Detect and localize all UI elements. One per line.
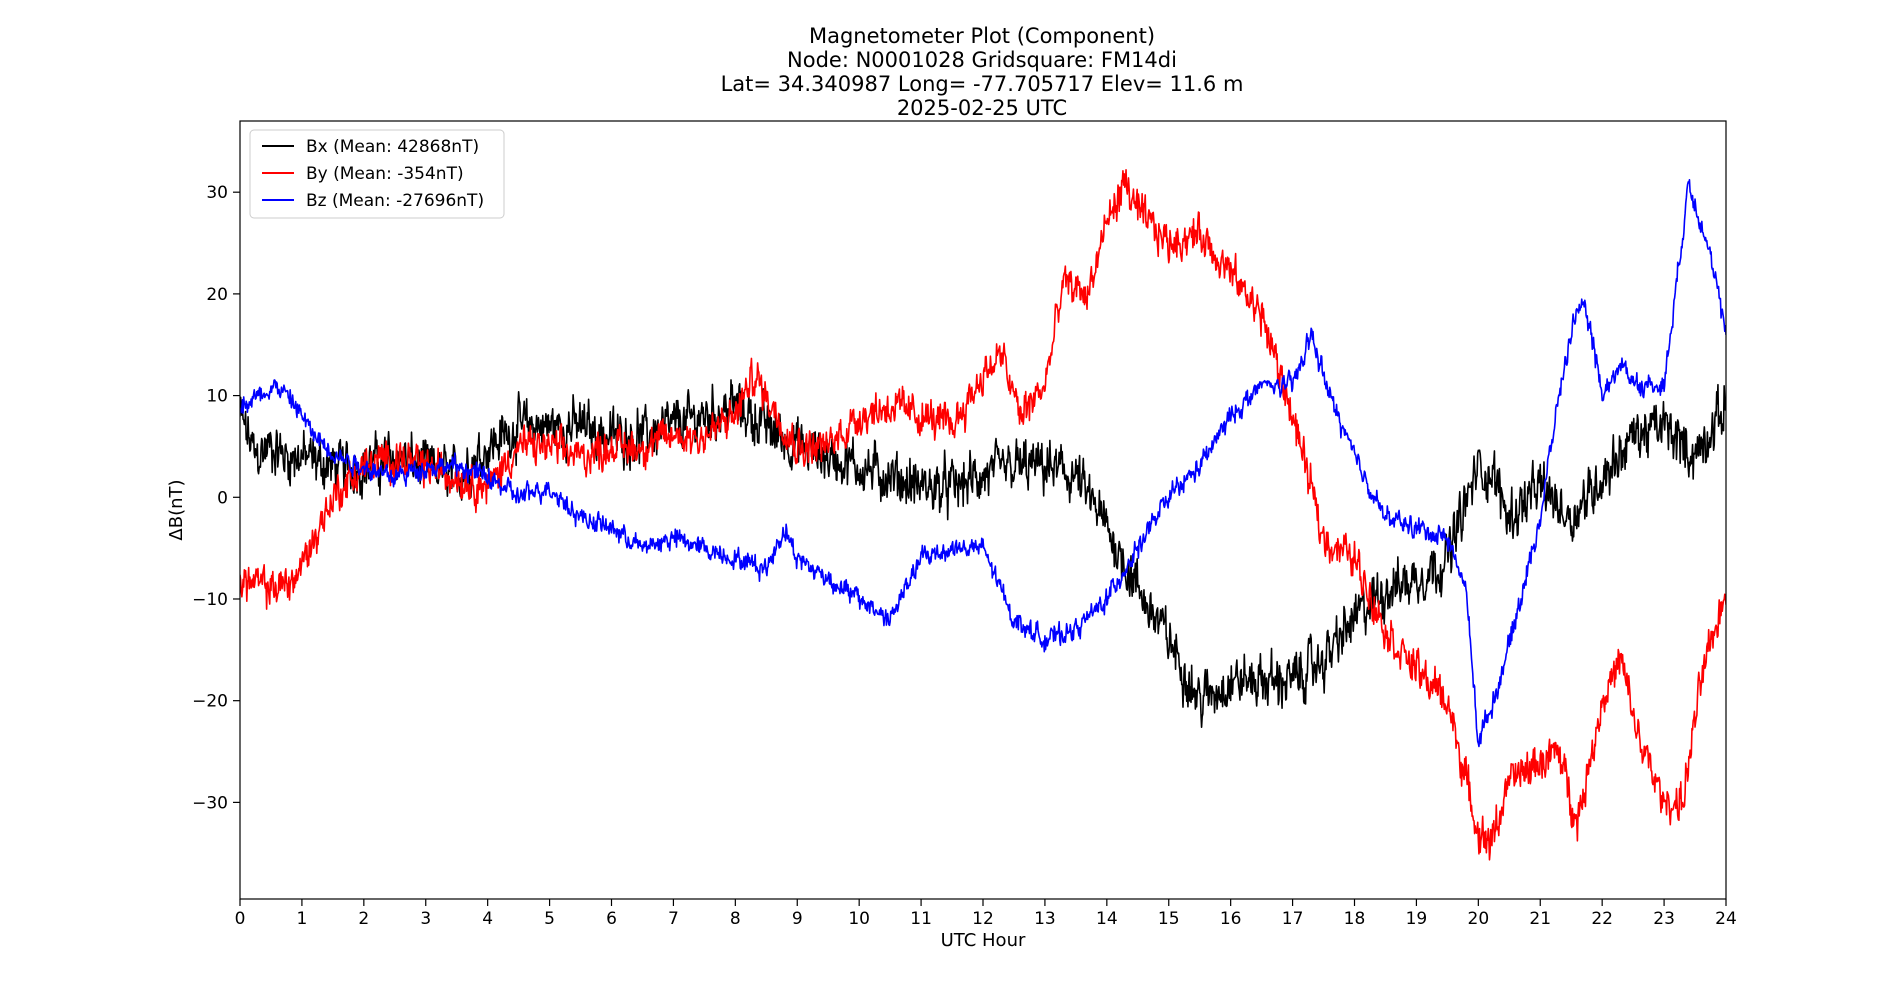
title-line-1: Magnetometer Plot (Component) [809, 24, 1155, 48]
x-tick-label: 17 [1282, 909, 1304, 929]
plot-area-frame [239, 120, 1727, 900]
x-tick-label: 12 [972, 909, 994, 929]
legend-label-bx: Bx (Mean: 42868nT) [306, 137, 479, 157]
legend-label-bz: Bz (Mean: -27696nT) [306, 191, 484, 211]
x-tick-label: 1 [297, 909, 308, 929]
x-tick-label: 5 [544, 909, 555, 929]
series-line-by [240, 169, 1726, 861]
x-axis-ticks: 0 1 2 3 4 5 6 7 8 9 10 11 12 13 14 15 16 17 18 19 20 21 22 23 24 [235, 899, 1737, 929]
x-tick-label: 13 [1034, 909, 1056, 929]
chart-title: Magnetometer Plot (Component) Node: N000… [721, 24, 1244, 120]
x-tick-label: 7 [668, 909, 679, 929]
title-line-3: Lat= 34.340987 Long= -77.705717 Elev= 11… [721, 72, 1244, 96]
x-tick-label: 3 [420, 909, 431, 929]
title-line-4: 2025-02-25 UTC [897, 96, 1067, 120]
y-tick-label: −20 [192, 692, 228, 712]
x-tick-label: 23 [1653, 909, 1675, 929]
y-axis-ticks: −30 −20 −10 0 10 20 30 [192, 183, 240, 813]
y-axis-label: ΔB(nT) [166, 479, 187, 540]
y-tick-label: 0 [217, 488, 228, 508]
x-tick-label: 6 [606, 909, 617, 929]
x-tick-label: 4 [482, 909, 493, 929]
x-tick-label: 8 [730, 909, 741, 929]
legend-label-by: By (Mean: -354nT) [306, 164, 464, 184]
y-tick-label: −10 [192, 590, 228, 610]
x-tick-label: 11 [910, 909, 932, 929]
series-line-bz [240, 179, 1726, 748]
x-tick-label: 18 [1344, 909, 1366, 929]
x-tick-label: 20 [1468, 909, 1490, 929]
x-tick-label: 0 [235, 909, 246, 929]
x-tick-label: 14 [1096, 909, 1118, 929]
x-tick-label: 21 [1529, 909, 1551, 929]
x-tick-label: 16 [1220, 909, 1242, 929]
x-tick-label: 24 [1715, 909, 1737, 929]
x-axis-label: UTC Hour [941, 930, 1026, 951]
y-tick-label: −30 [192, 793, 228, 813]
y-tick-label: 10 [206, 387, 228, 407]
legend: Bx (Mean: 42868nT) By (Mean: -354nT) Bz (M… [249, 129, 505, 219]
y-tick-label: 30 [206, 183, 228, 203]
x-tick-label: 22 [1591, 909, 1613, 929]
x-tick-label: 10 [848, 909, 870, 929]
y-tick-label: 20 [206, 285, 228, 305]
x-tick-label: 2 [358, 909, 369, 929]
title-line-2: Node: N0001028 Gridsquare: FM14di [787, 48, 1177, 72]
x-tick-label: 19 [1406, 909, 1428, 929]
x-tick-label: 15 [1158, 909, 1180, 929]
x-tick-label: 9 [792, 909, 803, 929]
series-line-bx [240, 379, 1726, 728]
legend-box [249, 129, 505, 219]
